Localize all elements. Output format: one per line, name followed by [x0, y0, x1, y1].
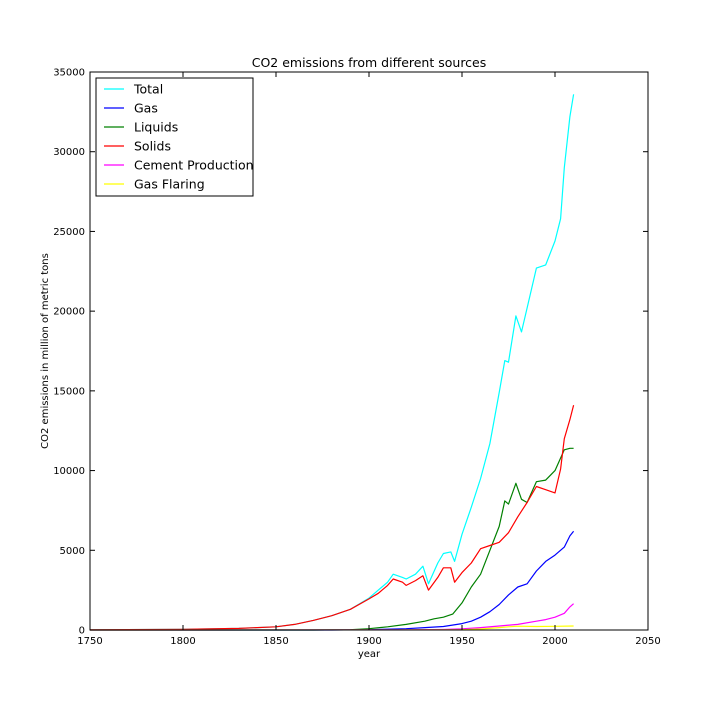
x-tick-label: 1750: [77, 636, 102, 647]
x-tick-label: 2050: [635, 636, 660, 647]
y-tick-label: 35000: [53, 68, 85, 79]
legend-label: Cement Production: [134, 158, 254, 173]
y-tick-label: 10000: [53, 466, 85, 477]
legend-label: Solids: [134, 139, 171, 154]
x-tick-label: 1900: [356, 636, 381, 647]
legend-label: Liquids: [134, 120, 178, 135]
legend: Total Gas Liquids Solids Cement Production Ga…: [95, 77, 254, 197]
legend-label: Total: [133, 82, 163, 97]
series-line-1: [90, 530, 575, 631]
y-tick-label: 20000: [53, 307, 85, 318]
legend-box: [95, 77, 254, 197]
x-axis-label: year: [358, 649, 381, 660]
x-tick-label: 1850: [263, 636, 288, 647]
series-lines: [89, 94, 575, 631]
y-tick-label: 25000: [53, 227, 85, 238]
y-tick-label: 0: [79, 626, 85, 637]
x-tick-label: 1950: [449, 636, 474, 647]
legend-label: Gas Flaring: [134, 177, 205, 192]
x-tick-label: 2000: [542, 636, 567, 647]
x-tick-label: 1800: [170, 636, 195, 647]
y-tick-label: 5000: [60, 546, 85, 557]
y-tick-label: 30000: [53, 147, 85, 158]
axis-ticks: 1750 1800 1850 1900 1950 2000 2050 0 5000 10000 15…: [53, 68, 661, 648]
series-line-2: [90, 447, 574, 631]
series-line-3: [89, 405, 575, 631]
legend-label: Gas: [134, 101, 158, 116]
chart-title: CO2 emissions from different sources: [252, 55, 487, 70]
y-axis-label: CO2 emissions in million of metric tons: [40, 253, 51, 449]
y-tick-label: 15000: [53, 386, 85, 397]
